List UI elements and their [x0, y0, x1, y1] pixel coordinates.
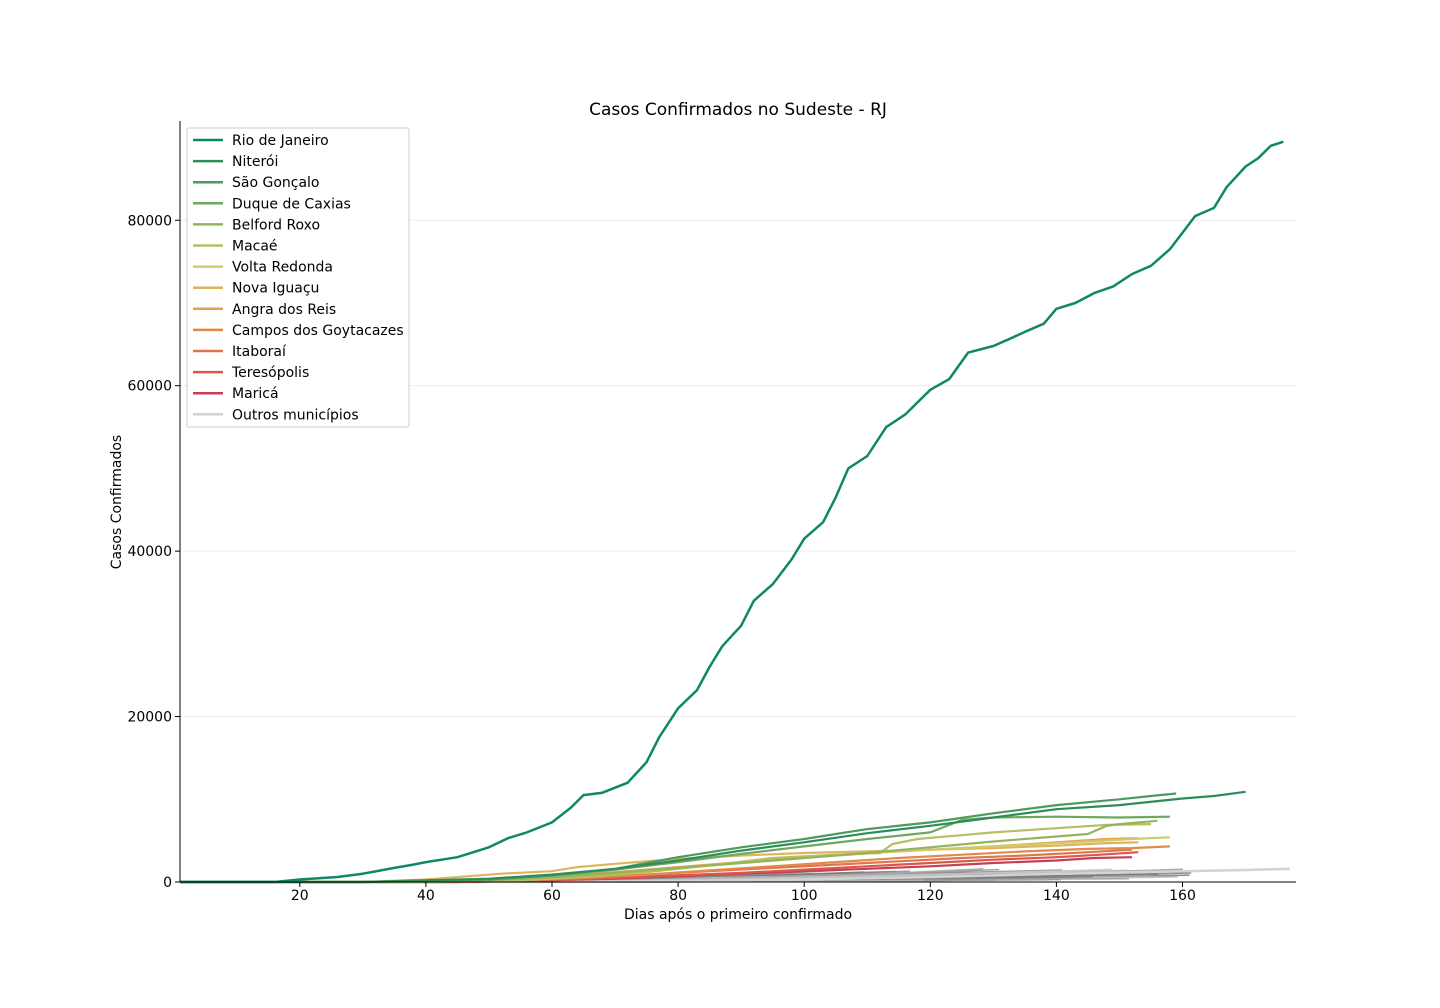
x-tick-label: 120 [917, 888, 944, 904]
y-tick-label: 0 [163, 875, 172, 891]
legend-label: Belford Roxo [232, 217, 320, 233]
legend-label: Maricá [232, 386, 279, 402]
y-tick-label: 20000 [127, 710, 172, 726]
legend-label: Niterói [232, 154, 278, 170]
legend-frame [186, 127, 410, 428]
x-tick-label: 60 [543, 888, 561, 904]
y-ticks: 0 20000 40000 60000 80000 [127, 213, 180, 891]
series-line [180, 819, 1158, 884]
y-tick-label: 60000 [127, 379, 172, 395]
series-line [180, 140, 1284, 884]
legend-label: Macaé [232, 239, 278, 255]
chart-title: Casos Confirmados no Sudeste - RJ [589, 100, 887, 120]
x-tick-label: 160 [1169, 888, 1196, 904]
legend-label: Outros municípios [232, 407, 359, 423]
x-tick-label: 140 [1043, 888, 1070, 904]
legend-label: Rio de Janeiro [232, 133, 329, 149]
series-line [180, 790, 1246, 884]
legend-label: Campos dos Goytacazes [232, 323, 404, 339]
x-tick-label: 100 [791, 888, 818, 904]
legend-label: Volta Redonda [232, 260, 333, 276]
x-tick-label: 80 [669, 888, 687, 904]
legend-label: Duque de Caxias [232, 196, 351, 212]
series-line [180, 851, 1139, 884]
x-tick-label: 20 [291, 888, 309, 904]
axes [179, 121, 1296, 883]
legend-label: Teresópolis [231, 365, 309, 381]
legend-label: São Gonçalo [232, 175, 320, 191]
legend-label: Nova Iguaçu [232, 281, 319, 297]
x-ticks: 20 40 60 80 100 120 140 160 [291, 882, 1196, 904]
x-axis-title: Dias após o primeiro confirmado [624, 907, 852, 923]
x-tick-label: 40 [417, 888, 435, 904]
legend-label: Angra dos Reis [232, 302, 336, 318]
legend-label: Itaboraí [232, 344, 287, 360]
y-tick-label: 80000 [127, 213, 172, 229]
y-axis-title: Casos Confirmados [109, 435, 125, 569]
legend: Rio de Janeiro Niterói São Gonçalo Duque de… [186, 127, 410, 428]
y-tick-label: 40000 [127, 544, 172, 560]
